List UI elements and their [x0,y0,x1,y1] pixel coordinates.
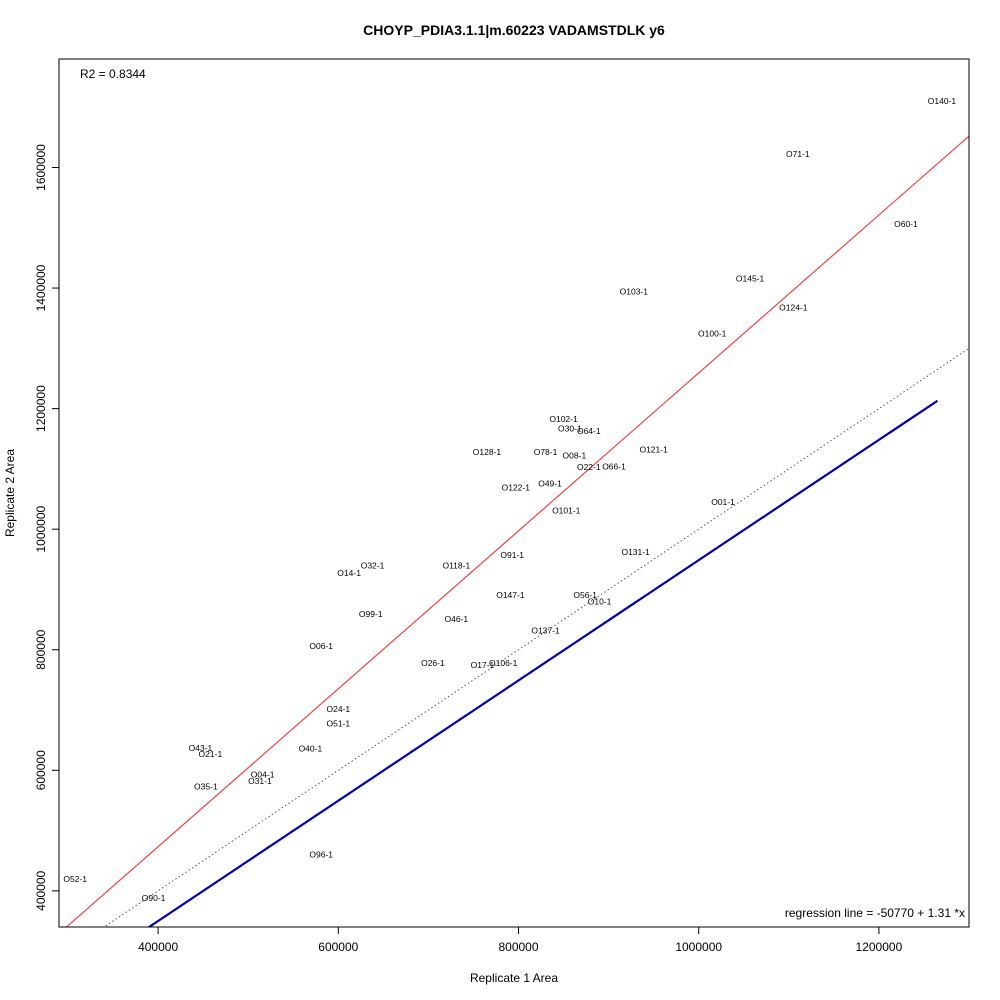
point-label: O118-1 [442,560,470,570]
point-label: O10-1 [588,597,612,607]
y-tick-label: 400000 [34,870,48,910]
point-label: O26-1 [421,658,445,668]
point-label: O17-1 [471,660,495,670]
point-label: O21-1 [199,749,223,759]
y-axis: 400000 600000 800000 1000000 1200000 1400000 1… [34,144,59,911]
point-label: O43-1 [189,743,213,753]
x-axis-label: Replicate 1 Area [470,971,558,985]
x-tick-label: 400000 [138,940,178,954]
point-label: O99-1 [359,609,383,619]
y-tick-label: 1400000 [34,264,48,311]
point-label: O51-1 [326,718,350,728]
point-label: O31-1 [248,776,272,786]
point-label: O22-1 [577,462,601,472]
points-layer: O140-1 O71-1 O60-1 O145-1 O103-1 O124-1 O100-1… [63,96,956,903]
point-label: O60-1 [894,219,918,229]
point-label: O121-1 [639,445,668,455]
point-label: O100-1 [698,328,727,338]
x-tick-label: 600000 [318,940,358,954]
regression-annotation: regression line = -50770 + 1.31 *x [785,906,965,920]
point-label: O131-1 [621,547,650,557]
point-label: O24-1 [326,704,350,714]
point-label: O52-1 [63,874,87,884]
point-label: O103-1 [620,287,649,297]
point-label: O64-1 [577,426,601,436]
point-label: O14-1 [337,568,361,578]
r2-annotation: R2 = 0.8344 [80,67,146,81]
x-tick-label: 800000 [498,940,538,954]
y-tick-label: 1000000 [34,505,48,552]
point-label: O106-1 [489,658,518,668]
lines-layer [65,135,969,927]
point-label: O40-1 [299,744,323,754]
point-label: O46-1 [445,614,469,624]
point-label: O145-1 [736,273,765,283]
x-tick-label: 1200000 [856,940,903,954]
point-label: O49-1 [538,478,562,488]
point-label: O124-1 [779,302,808,312]
point-label: O30-1 [558,424,582,434]
regression-line [65,135,969,927]
point-label: O140-1 [928,96,957,106]
y-axis-label: Replicate 2 Area [3,449,17,537]
point-label: O122-1 [502,483,531,493]
point-label: O66-1 [602,461,626,471]
point-label: O71-1 [786,149,810,159]
y-tick-label: 1200000 [34,385,48,432]
point-label: O147-1 [496,590,525,600]
point-label: O91-1 [500,550,524,560]
point-label: O04-1 [251,769,275,779]
point-label: O01-1 [711,497,735,507]
point-label: O128-1 [473,447,502,457]
identity-line [103,347,969,927]
point-label: O101-1 [552,505,581,515]
point-label: O08-1 [563,451,587,461]
x-axis: 400000 600000 800000 1000000 1200000 [138,927,903,954]
point-label: O90-1 [142,893,166,903]
y-tick-label: 600000 [34,750,48,790]
point-label: O35-1 [194,782,218,792]
point-label: O56-1 [573,590,597,600]
point-label: O78-1 [534,447,558,457]
point-label: O06-1 [309,641,333,651]
y-tick-label: 1600000 [34,144,48,191]
x-tick-label: 1000000 [675,940,722,954]
plot-frame [58,58,970,928]
chart-title: CHOYP_PDIA3.1.1|m.60223 VADAMSTDLK y6 [363,22,665,38]
point-label: O96-1 [309,850,333,860]
fitted-line [148,399,939,927]
point-label: O102-1 [549,414,578,424]
point-label: O137-1 [531,625,560,635]
point-label: O32-1 [361,560,385,570]
y-tick-label: 800000 [34,629,48,669]
